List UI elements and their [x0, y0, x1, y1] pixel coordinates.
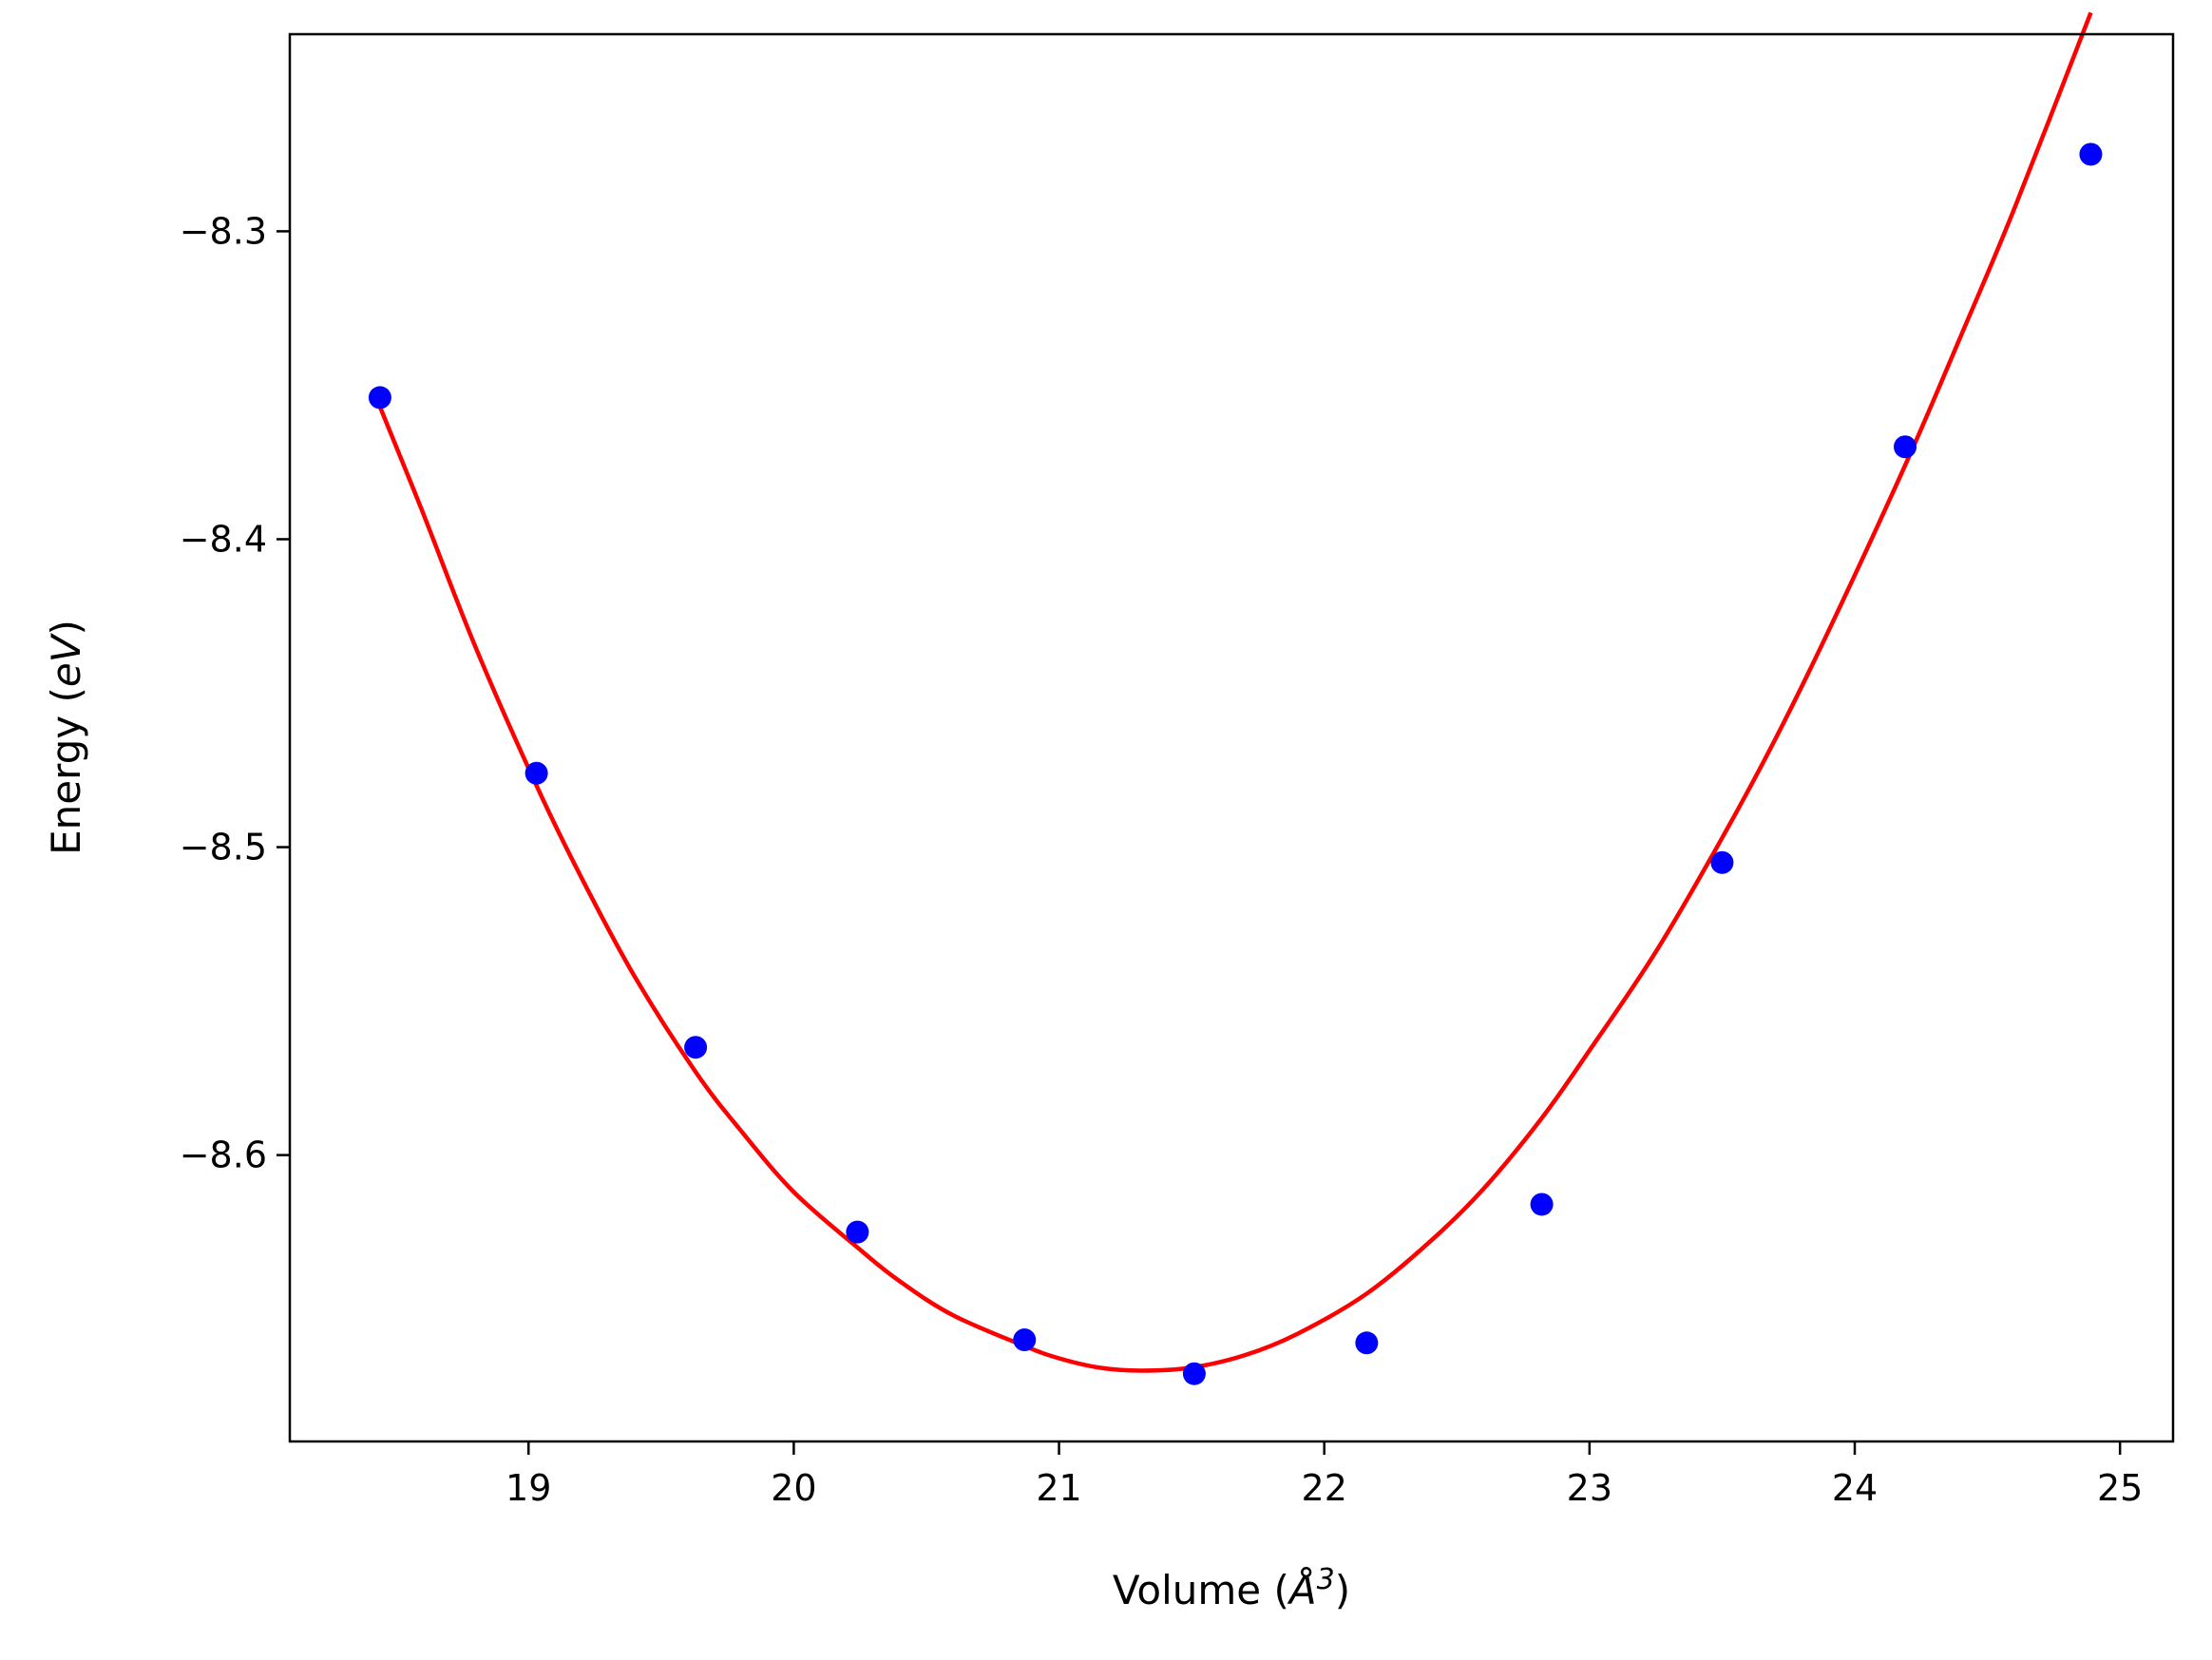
data-point [368, 386, 391, 410]
x-axis-ticks: 19 20 21 22 23 24 25 [505, 1441, 2143, 1509]
y-tick-label: −8.3 [180, 210, 267, 252]
y-axis-label: Energy (eV) [43, 620, 89, 855]
x-tick-label: 22 [1302, 1467, 1347, 1509]
y-tick-label: −8.6 [180, 1135, 267, 1176]
data-point [1182, 1362, 1206, 1385]
data-point [1013, 1328, 1037, 1352]
fit-curve [377, 11, 2093, 1373]
data-point [1355, 1331, 1379, 1355]
data-point [1530, 1193, 1554, 1216]
x-axis-label-power: 3 [1317, 1563, 1335, 1596]
x-axis-label: Volume (Å3) [1113, 1563, 1350, 1613]
data-point [684, 1036, 708, 1059]
y-axis-ticks: −8.3 −8.4 −8.5 −8.6 [180, 210, 290, 1176]
x-axis-label-close: ) [1335, 1567, 1350, 1613]
y-tick-label: −8.5 [180, 827, 267, 868]
x-tick-label: 23 [1567, 1467, 1612, 1509]
data-point [846, 1220, 869, 1244]
x-tick-label: 20 [771, 1467, 816, 1509]
x-tick-label: 21 [1036, 1467, 1081, 1509]
plot-layer [368, 11, 2103, 1385]
y-axis-label-close: ) [43, 620, 89, 635]
data-point [1710, 850, 1734, 874]
data-point [2079, 143, 2103, 166]
x-tick-label: 25 [2097, 1467, 2143, 1509]
data-point [524, 761, 548, 785]
x-tick-label: 24 [1832, 1467, 1878, 1509]
plot-frame [288, 32, 2175, 1443]
x-tick-label: 19 [505, 1467, 551, 1509]
x-axis-label-symbol: Å [1287, 1566, 1317, 1613]
y-tick-label: −8.4 [180, 518, 267, 560]
y-axis-label-unit: eV [43, 632, 89, 687]
data-point [1894, 435, 1917, 459]
